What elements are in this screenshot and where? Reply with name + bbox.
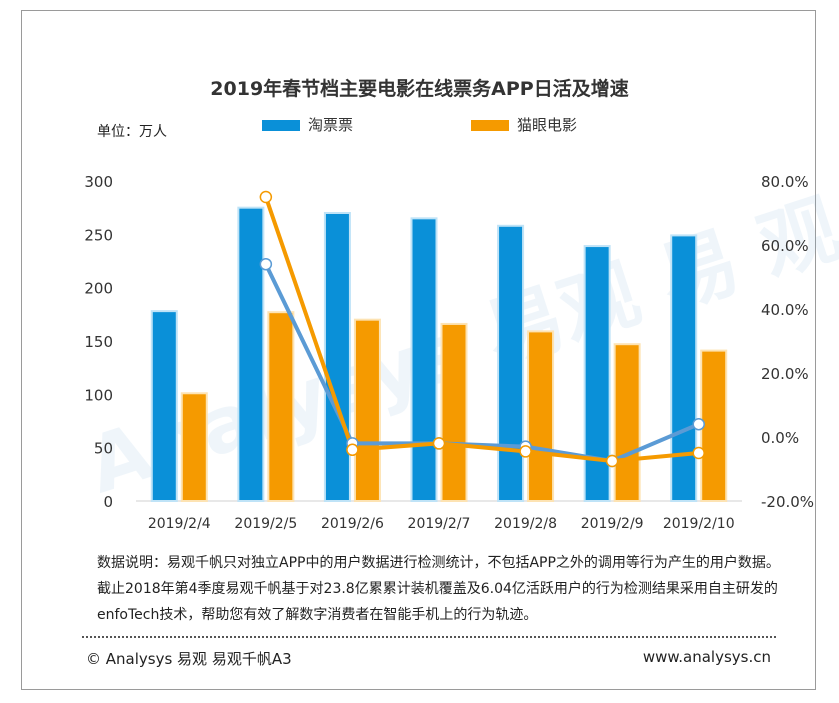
unit-label: 单位：万人 — [97, 124, 167, 140]
left-tick-label: 50 — [94, 440, 113, 458]
bar-maoyan — [267, 311, 295, 503]
line-taopiaopiao-growth-point — [692, 417, 705, 431]
line-maoyan-growth-point — [519, 445, 532, 458]
legend-label-maoyan: 猫眼电影 — [517, 116, 578, 134]
bar-maoyan — [180, 392, 208, 502]
bar-taopiaopiao — [583, 245, 611, 502]
category-label: 2019/2/8 — [494, 516, 557, 532]
line-maoyan-growth — [263, 196, 699, 463]
left-tick-label: 150 — [84, 333, 113, 351]
legend-swatch-taopiaopiao — [262, 120, 300, 131]
bar-maoyan — [353, 318, 381, 502]
category-label: 2019/2/10 — [663, 516, 735, 532]
line-maoyan-growth-point — [605, 454, 619, 468]
right-tick-label: 20.0% — [761, 365, 809, 383]
line-maoyan-growth-point — [346, 443, 359, 457]
category-label: 2019/2/6 — [321, 516, 384, 532]
right-tick-label: 80.0% — [761, 173, 809, 191]
left-tick-label: 100 — [84, 386, 113, 404]
line-maoyan-growth-point — [259, 190, 273, 204]
right-tick-label: -20.0% — [761, 493, 814, 511]
bar-maoyan — [527, 330, 555, 502]
data-note: 数据说明：易观千帆只对独立APP中的用户数据进行检测统计，不包括APP之外的调用… — [97, 555, 780, 623]
bar-taopiaopiao — [150, 310, 178, 502]
right-tick-label: 40.0% — [761, 301, 809, 319]
chart-title: 2019年春节档主要电影在线票务APP日活及增速 — [210, 78, 629, 100]
category-label: 2019/2/4 — [148, 516, 211, 532]
legend-swatch-maoyan — [471, 120, 509, 131]
legend-item-maoyan: 猫眼电影 — [471, 114, 577, 135]
bar-taopiaopiao — [323, 212, 351, 502]
category-label: 2019/2/9 — [581, 516, 644, 532]
bar-maoyan — [440, 322, 468, 502]
left-tick-label: 200 — [84, 280, 113, 298]
line-maoyan-growth-point — [432, 437, 446, 450]
legend-label-taopiaopiao: 淘票票 — [308, 116, 354, 134]
bar-taopiaopiao — [410, 217, 438, 502]
category-label: 2019/2/7 — [408, 516, 471, 532]
legend-item-taopiaopiao: 淘票票 — [262, 114, 353, 135]
footer-website: www.analysys.cn — [642, 648, 771, 666]
left-tick-label: 0 — [103, 493, 113, 511]
bar-taopiaopiao — [497, 224, 525, 503]
right-tick-label: 0.0% — [761, 429, 799, 447]
footer-divider — [82, 636, 776, 638]
category-label: 2019/2/5 — [234, 516, 297, 532]
line-maoyan-growth-point — [692, 446, 705, 460]
bar-maoyan — [613, 343, 641, 503]
bar-maoyan — [700, 349, 728, 502]
bar-taopiaopiao — [237, 206, 265, 503]
bar-taopiaopiao — [670, 234, 698, 502]
footer-copyright: © Analysys 易观 易观千帆A3 — [86, 650, 292, 668]
left-tick-label: 250 — [84, 226, 113, 244]
left-tick-label: 300 — [84, 173, 113, 191]
line-taopiaopiao-growth-point — [259, 257, 273, 271]
right-tick-label: 60.0% — [761, 237, 809, 255]
